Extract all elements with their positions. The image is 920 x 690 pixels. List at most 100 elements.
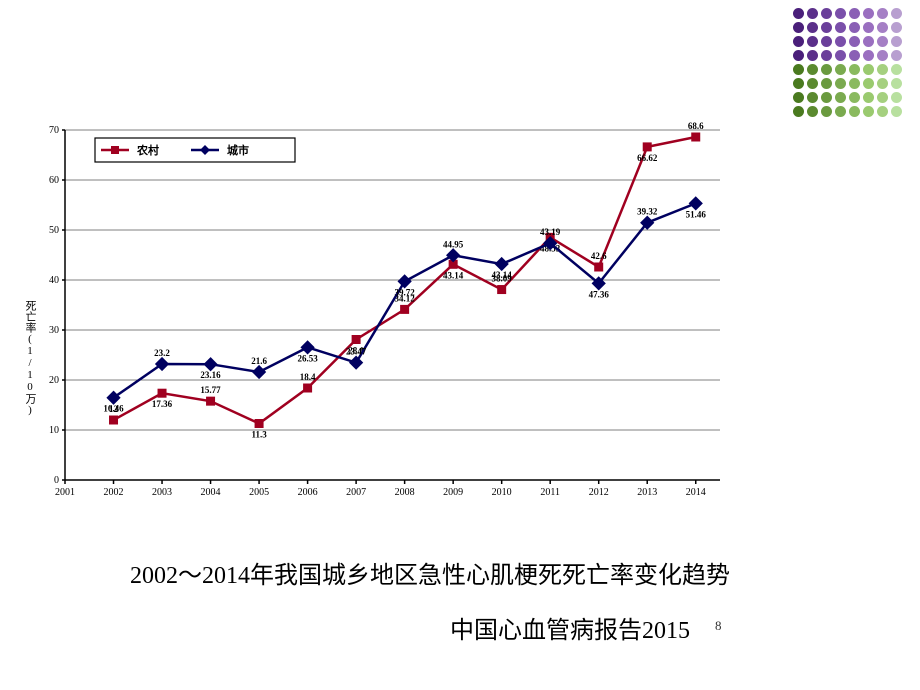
decorative-dot: [793, 36, 804, 47]
decorative-dot: [835, 50, 846, 61]
decorative-dot: [891, 106, 902, 117]
decorative-dot: [863, 50, 874, 61]
decorative-dot: [807, 22, 818, 33]
decorative-dot: [807, 36, 818, 47]
svg-text:10: 10: [49, 425, 59, 436]
decorative-dot: [821, 8, 832, 19]
decorative-dot: [849, 92, 860, 103]
decorative-dot: [849, 64, 860, 75]
svg-text:60: 60: [49, 175, 59, 186]
decorative-dot: [793, 64, 804, 75]
decorative-dot: [877, 106, 888, 117]
decorative-dot: [891, 50, 902, 61]
decorative-dot: [821, 64, 832, 75]
decorative-dot: [835, 36, 846, 47]
svg-text:2003: 2003: [152, 487, 172, 498]
svg-text:2005: 2005: [249, 487, 269, 498]
svg-text:70: 70: [49, 125, 59, 136]
decorative-dot: [835, 22, 846, 33]
svg-text:2012: 2012: [589, 487, 609, 498]
decorative-dot: [863, 22, 874, 33]
svg-text:39.32: 39.32: [637, 207, 658, 217]
decorative-dot: [807, 64, 818, 75]
decorative-dot: [835, 8, 846, 19]
svg-text:43.14: 43.14: [443, 270, 464, 280]
chart-caption: 2002～2014年我国城乡地区急性心肌梗死死亡率变化趋势: [130, 555, 730, 590]
chart-svg: 0102030405060702001200220032004200520062…: [30, 120, 730, 510]
decorative-dot: [821, 36, 832, 47]
decorative-dot: [793, 50, 804, 61]
svg-text:68.6: 68.6: [688, 121, 704, 131]
svg-text:39.72: 39.72: [395, 287, 416, 297]
svg-text:43.19: 43.19: [540, 227, 561, 237]
svg-text:51.46: 51.46: [686, 209, 707, 219]
svg-text:18.4: 18.4: [300, 372, 316, 382]
decorative-dot: [891, 8, 902, 19]
decorative-dot: [877, 8, 888, 19]
decorative-dot: [807, 8, 818, 19]
decorative-dot: [877, 22, 888, 33]
svg-text:16.46: 16.46: [103, 404, 124, 414]
decorative-dot: [835, 78, 846, 89]
decorative-dot: [891, 22, 902, 33]
decorative-dot: [863, 106, 874, 117]
decorative-dot: [877, 50, 888, 61]
decorative-dot: [877, 64, 888, 75]
decorative-dot: [877, 78, 888, 89]
decorative-dot: [877, 92, 888, 103]
decorative-dot: [793, 78, 804, 89]
decorative-dot: [821, 50, 832, 61]
decorative-dot: [821, 106, 832, 117]
svg-text:2002: 2002: [104, 487, 124, 498]
svg-text:44.95: 44.95: [443, 239, 464, 249]
svg-text:42.6: 42.6: [591, 251, 607, 261]
decorative-dot: [863, 36, 874, 47]
decorative-dot: [793, 92, 804, 103]
decorative-dot: [863, 8, 874, 19]
source-citation: 中国心血管病报告2015: [450, 610, 690, 645]
decorative-dot: [821, 22, 832, 33]
decorative-dot: [863, 64, 874, 75]
svg-text:2009: 2009: [443, 487, 463, 498]
svg-text:2007: 2007: [346, 487, 366, 498]
decorative-dot: [835, 106, 846, 117]
svg-text:50: 50: [49, 225, 59, 236]
decorative-dot: [849, 8, 860, 19]
svg-text:23.47: 23.47: [346, 347, 367, 357]
svg-text:11.3: 11.3: [251, 430, 267, 440]
svg-text:40: 40: [49, 275, 59, 286]
svg-text:47.36: 47.36: [589, 289, 610, 299]
decorative-dot: [793, 8, 804, 19]
decorative-dot: [849, 22, 860, 33]
svg-text:21.6: 21.6: [251, 356, 267, 366]
decorative-dot: [863, 78, 874, 89]
svg-text:66.62: 66.62: [637, 153, 658, 163]
svg-text:2006: 2006: [298, 487, 318, 498]
svg-text:43.14: 43.14: [492, 270, 513, 280]
page-number: 8: [715, 618, 722, 634]
decorative-dot: [891, 92, 902, 103]
decorative-dot: [863, 92, 874, 103]
svg-text:2001: 2001: [55, 487, 75, 498]
decorative-dot: [807, 92, 818, 103]
decorative-dot: [807, 50, 818, 61]
svg-text:26.53: 26.53: [297, 353, 318, 363]
decorative-dot: [835, 92, 846, 103]
decorative-dot: [793, 106, 804, 117]
mortality-trend-chart: 死亡率(1/10万) 01020304050607020012002200320…: [30, 120, 730, 510]
svg-text:2010: 2010: [492, 487, 512, 498]
svg-text:15.77: 15.77: [200, 385, 221, 395]
decorative-dot: [821, 92, 832, 103]
decorative-dot: [891, 36, 902, 47]
svg-text:城市: 城市: [227, 143, 249, 157]
decorative-dot: [891, 78, 902, 89]
decorative-dot: [849, 36, 860, 47]
svg-text:2014: 2014: [686, 487, 706, 498]
decorative-dot: [877, 36, 888, 47]
decorative-dot: [807, 106, 818, 117]
svg-text:2004: 2004: [201, 487, 221, 498]
svg-text:2011: 2011: [540, 487, 560, 498]
decorative-dot: [793, 22, 804, 33]
svg-text:30: 30: [49, 325, 59, 336]
decorative-dot: [821, 78, 832, 89]
